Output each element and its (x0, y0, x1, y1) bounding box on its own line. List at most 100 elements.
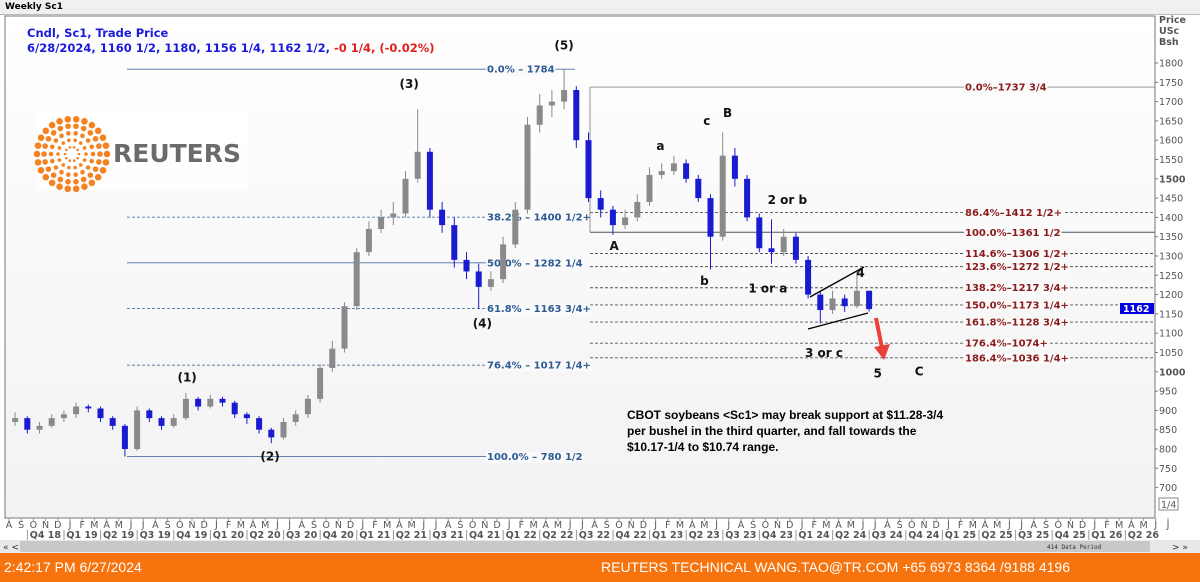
logo-dot (45, 166, 52, 172)
candle-body (622, 217, 629, 226)
logo-dot (73, 138, 77, 143)
month-label: M (1139, 520, 1147, 531)
month-label: J (873, 520, 877, 531)
fib-label-bg (964, 317, 1070, 329)
month-label: N (188, 520, 195, 531)
month-label: M (1115, 520, 1123, 531)
quarter-label: Q4 23 (762, 530, 793, 541)
quarter-label: Q2 19 (103, 530, 134, 541)
price-tick-label: 700 (1159, 483, 1177, 494)
fib-right-label: 138.2%–1217 3/4+ (965, 283, 1069, 294)
scrollbar[interactable]: « < 414 Data Period > » (0, 540, 1200, 553)
month-label: S (1043, 520, 1049, 531)
candle-body (817, 294, 824, 311)
quarter-label: Q4 18 (30, 530, 62, 541)
logo-dot (77, 152, 81, 156)
quarter-label: Q1 22 (506, 530, 537, 541)
candle-body (341, 306, 348, 349)
price-tick-label: 1750 (1159, 78, 1183, 89)
candle-body (707, 198, 714, 237)
logo-dot (99, 166, 107, 174)
candle-body (268, 429, 275, 438)
fib-left-label: 50.0% – 1282 1/4 (487, 258, 583, 269)
logo-dot (49, 158, 55, 164)
logo-dot (42, 143, 48, 149)
price-tick-label: 900 (1159, 406, 1177, 417)
footer-bar: 2:42:17 PM 6/27/2024 REUTERS TECHNICAL W… (0, 553, 1200, 582)
month-label: A (1031, 520, 1038, 531)
fib-right-label: 0.0%–1737 3/4 (965, 83, 1047, 94)
svg-text:per bushel in the third quarte: per bushel in the third quarter, and fal… (627, 424, 917, 438)
svg-text:CBOT soybeans <Sc1> may break: CBOT soybeans <Sc1> may break support at… (627, 408, 943, 422)
logo-dot (48, 121, 56, 129)
fib-left-label: 76.4% – 1017 1/4+ (487, 361, 591, 372)
logo-dot (56, 183, 63, 191)
candle-body (768, 248, 775, 253)
month-label: D (933, 520, 940, 531)
month-label: J (129, 520, 133, 531)
candle-body (85, 406, 92, 409)
quarter-label: Q1 20 (213, 530, 245, 541)
month-label: J (360, 520, 364, 531)
logo-dot (80, 176, 87, 183)
logo-dot (81, 183, 88, 191)
candle-body (378, 217, 385, 229)
month-label: F (519, 520, 524, 531)
scrollbar-thumb[interactable] (20, 541, 1150, 552)
logo-dot (59, 169, 64, 175)
month-label: J (507, 520, 511, 531)
candle-body (744, 178, 751, 218)
month-label: F (1104, 520, 1109, 531)
month-label: A (738, 520, 745, 531)
month-label: A (396, 520, 403, 531)
wave-label: c (703, 114, 710, 128)
month-label: A (884, 520, 891, 531)
last-price-tag: 1162 (1120, 303, 1154, 315)
logo-dot (48, 179, 56, 187)
price-tick-label: 1300 (1159, 252, 1183, 263)
month-label: M (529, 520, 537, 531)
month-label: D (54, 520, 61, 531)
logo-dot (65, 156, 68, 160)
logo-dot (66, 172, 71, 177)
quarter-label: Q2 25 (981, 530, 1012, 541)
quarter-label: Q4 25 (1055, 530, 1086, 541)
candle-body (524, 124, 531, 210)
candle-body (475, 271, 482, 287)
candle-body (243, 414, 250, 419)
candle-body (329, 348, 336, 368)
logo-dot (87, 172, 94, 178)
fib-right-label: 186.4%–1036 1/4+ (965, 353, 1069, 364)
month-label: J (800, 520, 804, 531)
candle-body (256, 418, 263, 430)
quarter-label: Q3 20 (286, 530, 318, 541)
fib-label-bg (964, 300, 1070, 312)
logo-dot (72, 146, 76, 149)
month-label: S (18, 520, 24, 531)
quarter-label: Q3 24 (872, 530, 904, 541)
month-label: A (250, 520, 257, 531)
logo-dot (103, 150, 111, 158)
month-label: M (115, 520, 123, 531)
month-label: O (1054, 520, 1061, 531)
logo-dot (53, 138, 59, 143)
logo-dot (73, 178, 79, 185)
scroll-left-button[interactable]: « < (3, 543, 19, 553)
logo-dot (94, 127, 102, 135)
fib-label-bg (964, 227, 1062, 239)
logo-dot (78, 163, 83, 167)
candle-body (195, 398, 202, 407)
fib-left-label: 38.2% – 1400 1/2+ (487, 213, 591, 224)
wave-label: B (723, 106, 732, 120)
logo-dot (34, 142, 42, 149)
logo-dot (57, 146, 62, 150)
candle-body (304, 398, 311, 415)
wave-label: 5 (873, 367, 881, 381)
wave-label: (3) (399, 77, 418, 91)
candle-body (609, 209, 616, 226)
fib-label-bg (964, 262, 1070, 274)
price-tick-label: 1250 (1159, 271, 1183, 282)
scroll-right-button[interactable]: > » (1172, 543, 1188, 553)
logo-dot (64, 185, 72, 193)
month-label: N (628, 520, 635, 531)
